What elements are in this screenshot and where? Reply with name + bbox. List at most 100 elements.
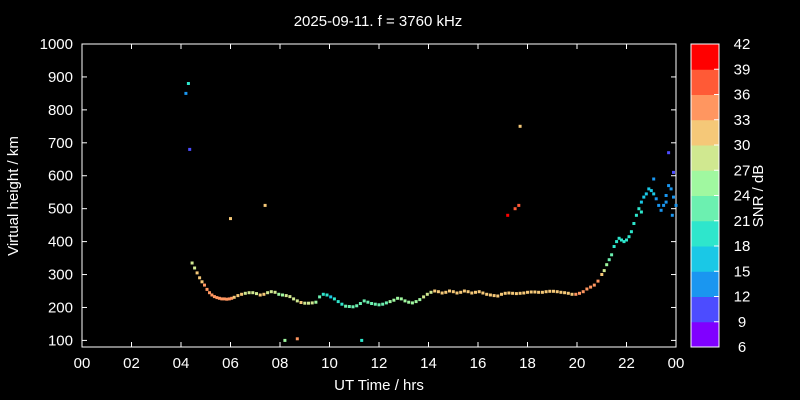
data-point [513,207,517,211]
x-axis: 00 02 04 06 08 10 12 14 16 18 20 22 00 [74,44,684,372]
colorbar-tick-label: 24 [734,188,751,205]
data-point [263,203,267,207]
y-tick-label: 600 [48,168,73,185]
data-point [358,302,362,305]
data-point [459,290,463,294]
x-tick-label: 22 [618,355,635,372]
data-point [355,304,359,308]
data-point [325,293,329,297]
y-tick-label: 400 [48,234,73,251]
data-point [262,292,266,296]
data-point [622,240,626,244]
y-tick-label: 500 [48,201,73,218]
data-point [422,295,426,299]
data-point [466,290,470,294]
data-point [596,279,600,283]
colorbar-tick-label: 39 [734,61,751,78]
data-point [283,338,287,342]
data-point [652,192,656,196]
data-point [392,298,396,302]
data-point [418,298,422,302]
colorbar-tick-label: 27 [734,162,751,179]
data-point [667,151,671,155]
data-point [258,293,262,297]
data-point [314,300,318,304]
data-point [540,290,544,294]
data-point [186,82,190,85]
data-point [639,200,643,204]
data-point [664,200,668,204]
data-point [318,295,322,299]
data-point [548,289,552,293]
data-point [230,296,234,300]
data-point [514,292,518,296]
colorbar-band [691,321,719,348]
colorbar-band [691,94,719,121]
x-tick-label: 12 [371,355,388,372]
data-point [637,207,641,211]
data-point [229,217,232,221]
y-tick-label: 100 [48,332,73,349]
data-point [470,291,474,295]
colorbar-band [691,271,719,297]
data-point [570,292,574,296]
data-point [566,291,570,295]
data-point [496,294,500,298]
data-point [662,203,666,207]
data-point [227,297,231,301]
data-point [492,294,496,298]
data-point [629,230,633,234]
colorbar-band [691,119,719,146]
data-point [503,291,507,295]
y-tick-label: 200 [48,299,73,316]
data-point [585,287,589,291]
colorbar-tick-label: 42 [734,36,751,53]
data-point [600,273,604,276]
data-point [563,291,567,295]
data-point [299,301,303,304]
y-axis: 100 200 300 400 500 600 700 800 900 1000 [40,36,676,349]
data-point [615,240,619,244]
data-point [232,295,236,299]
data-point [517,203,521,207]
data-point [649,189,653,193]
chart-title: 2025-09-11. f = 3760 kHz [294,13,463,30]
colorbar-tick-label: 6 [738,339,746,356]
data-point [664,194,668,197]
data-point [559,290,563,294]
data-point [581,290,585,294]
data-point [388,300,392,304]
data-point [336,300,340,304]
data-point [433,289,437,293]
data-point [592,283,596,287]
data-point [203,283,206,287]
data-point [193,266,197,270]
y-tick-label: 700 [48,135,73,152]
data-point [321,292,325,296]
data-point [212,295,216,299]
data-point [654,197,658,201]
data-point [340,302,344,306]
data-point [188,147,192,151]
x-tick-label: 06 [222,355,239,372]
colorbar-band [691,195,719,222]
data-point [670,213,674,217]
y-tick-label: 900 [48,69,73,86]
data-point [307,301,310,305]
data-point [429,290,433,294]
data-point [522,291,526,295]
data-point [210,293,214,297]
data-point [222,297,226,301]
y-tick-label: 800 [48,102,73,119]
data-point [672,195,675,199]
data-point [205,287,209,291]
data-point [332,297,336,301]
data-point [667,184,671,188]
data-point [347,305,351,308]
data-point [529,290,533,294]
data-point [448,289,451,293]
data-point [184,91,188,95]
data-point [399,297,403,301]
x-tick-label: 16 [470,355,487,372]
colorbar-tick-label: 30 [734,137,751,154]
